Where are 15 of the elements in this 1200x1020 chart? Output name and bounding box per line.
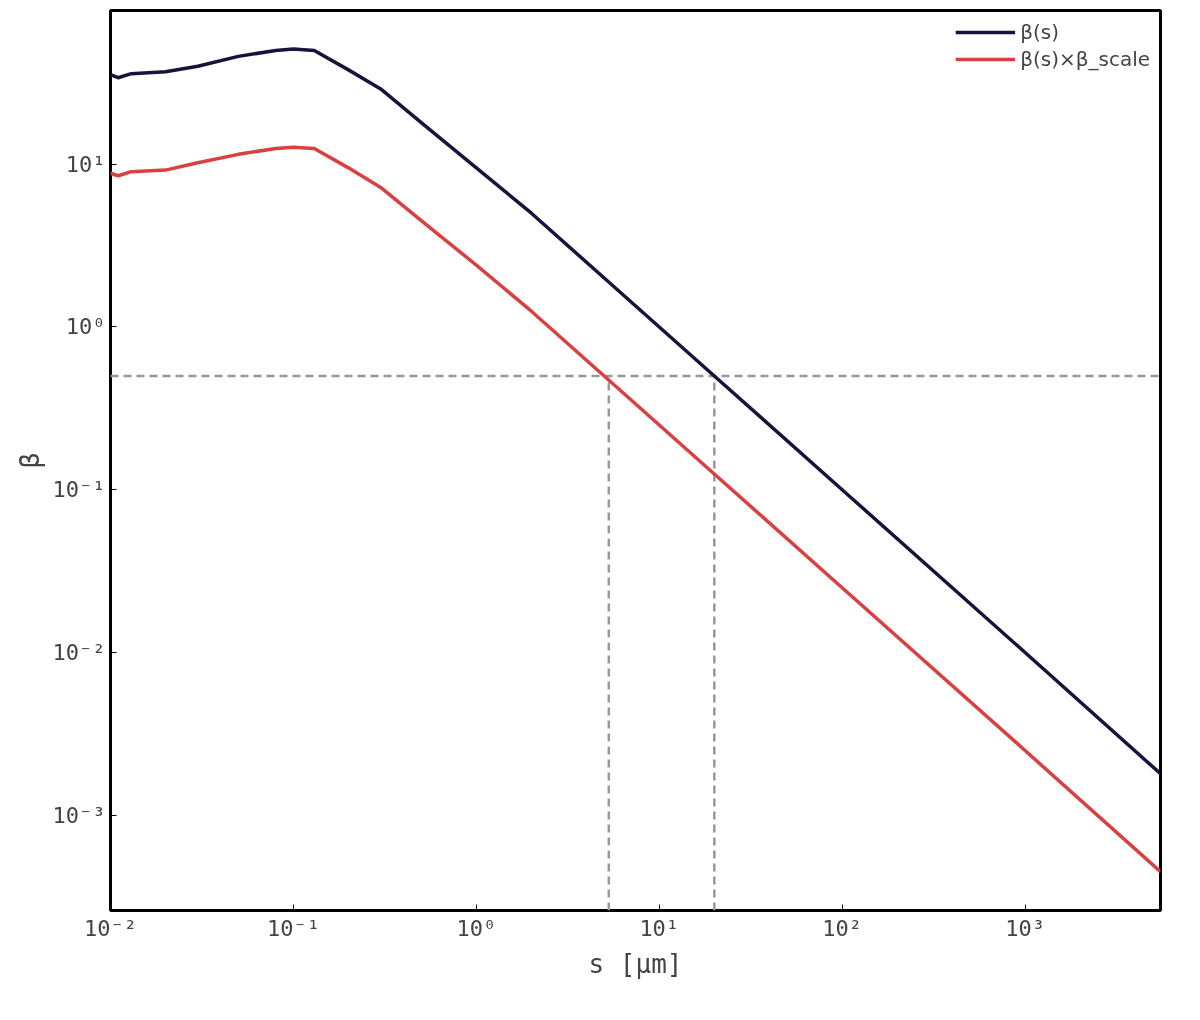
x-axis-title: s [μm] <box>588 948 683 979</box>
x-tick-label: 10⁻¹ <box>266 915 320 941</box>
x-tick-label: 10¹ <box>639 915 680 941</box>
x-tick-label: 10² <box>822 915 863 941</box>
legend-label: β(s)×β_scale <box>1020 47 1150 71</box>
y-axis-title: β <box>14 452 45 469</box>
y-tick-label: 10¹ <box>65 151 106 177</box>
x-tick-label: 10³ <box>1005 915 1045 941</box>
x-tick-label: 10⁻² <box>84 915 137 941</box>
y-tick-label: 10⁻³ <box>52 802 106 828</box>
x-tick-label: 10⁰ <box>456 915 497 941</box>
y-tick-label: 10⁻¹ <box>52 477 106 503</box>
y-tick-label: 10⁰ <box>65 314 106 340</box>
y-tick-label: 10⁻² <box>52 640 106 666</box>
legend-label: β(s) <box>1020 20 1059 44</box>
